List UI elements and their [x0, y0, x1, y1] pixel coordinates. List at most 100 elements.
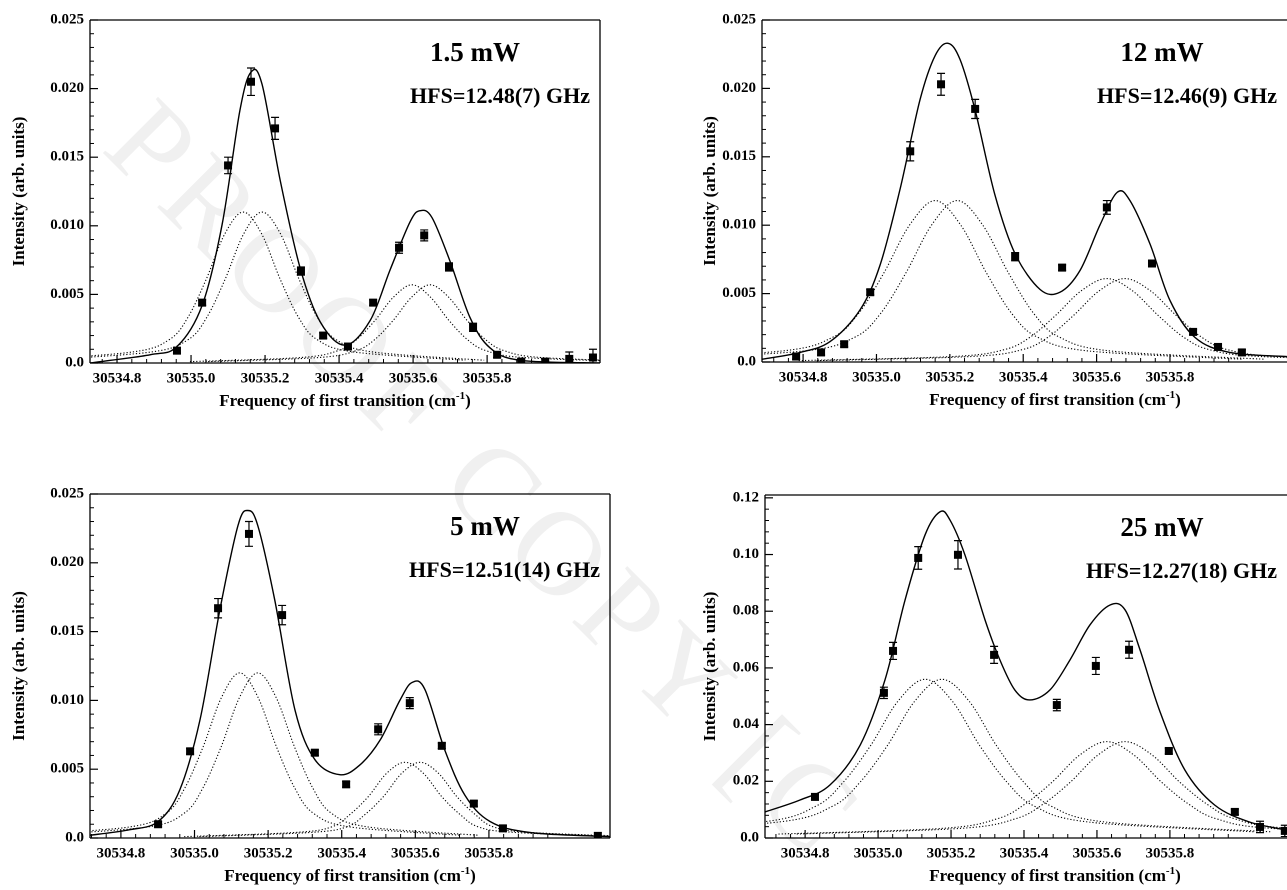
y-tick-label: 0.010 — [50, 217, 84, 233]
data-point — [1147, 259, 1156, 268]
y-tick-label: 0.020 — [722, 80, 756, 96]
data-point — [342, 780, 351, 789]
y-tick-label: 0.08 — [733, 603, 759, 619]
data-point — [278, 611, 287, 620]
x-axis-label-close: ) — [470, 866, 476, 885]
y-tick-label: 0.015 — [50, 149, 84, 165]
panel: 0.0 0.02 0.04 0.06 0.08 0.10 0.12 30534.8 30535.… — [700, 489, 1287, 885]
y-tick-label: 0.0 — [65, 829, 84, 845]
fit-curve — [90, 509, 610, 838]
x-tick-label: 30535.4 — [1000, 845, 1049, 861]
plot-area — [90, 67, 600, 363]
chart-title: 5 mW — [450, 511, 520, 541]
data-point — [1058, 263, 1067, 272]
data-point — [498, 824, 507, 833]
chart-title: 25 mW — [1120, 512, 1203, 542]
x-axis-label: Frequency of first transition (cm-1) — [224, 865, 476, 885]
x-tick-label: 30535.8 — [463, 370, 512, 386]
data-point — [1164, 746, 1173, 755]
x-tick-label: 30534.8 — [93, 370, 142, 386]
x-tick-label: 30534.8 — [781, 845, 830, 861]
x-tick-label: 30535.2 — [244, 845, 293, 861]
x-tick-label: 30535.2 — [927, 845, 976, 861]
data-point — [953, 550, 962, 559]
x-axis-label-text: Frequency of first transition (cm — [929, 866, 1166, 885]
data-point — [319, 331, 328, 340]
fit-curve — [90, 68, 600, 363]
data-point — [493, 350, 502, 359]
x-axis-label: Frequency of first transition (cm-1) — [929, 389, 1181, 409]
y-axis-label: Intensity (arb. units) — [700, 592, 719, 742]
y-tick-label: 0.025 — [722, 11, 756, 27]
data-point — [840, 340, 849, 349]
data-point — [541, 357, 550, 363]
data-point — [792, 352, 801, 361]
y-tick-label: 0.0 — [737, 353, 756, 369]
data-point — [244, 529, 253, 538]
data-point — [437, 741, 446, 750]
chart-subtitle: HFS=12.27(18) GHz — [1086, 558, 1277, 583]
y-tick-label: 0.025 — [50, 485, 84, 501]
fit-curve — [765, 510, 1287, 831]
x-axis-label-text: Frequency of first transition (cm — [219, 391, 456, 410]
data-point — [1280, 826, 1287, 835]
x-tick-label: 30535.0 — [852, 369, 901, 385]
y-tick-label: 0.020 — [50, 554, 84, 570]
x-tick-label: 30535.8 — [1146, 845, 1195, 861]
y-tick-label: 0.12 — [733, 489, 759, 505]
y-tick-label: 0.005 — [722, 285, 756, 301]
data-point — [420, 231, 429, 240]
component-curve — [208, 284, 600, 363]
data-point — [817, 348, 826, 357]
y-tick-label: 0.005 — [50, 286, 84, 302]
x-axis-label-close: ) — [1175, 866, 1181, 885]
data-point — [1189, 327, 1198, 336]
data-point — [1256, 822, 1265, 831]
y-tick-label: 0.02 — [733, 773, 759, 789]
y-tick-label: 0.015 — [722, 148, 756, 164]
x-tick-label: 30535.2 — [241, 370, 290, 386]
component-curve — [816, 277, 1287, 362]
plot-area — [765, 510, 1287, 838]
x-axis-label-sup: -1 — [1166, 389, 1175, 401]
data-point — [198, 298, 207, 307]
y-tick-label: 0.0 — [65, 354, 84, 370]
component-curve — [184, 761, 610, 838]
x-tick-label: 30535.2 — [925, 369, 974, 385]
data-point — [172, 346, 181, 355]
y-tick-label: 0.015 — [50, 623, 84, 639]
data-point — [444, 262, 453, 271]
data-point — [214, 604, 223, 613]
y-tick-label: 0.10 — [733, 546, 759, 562]
x-tick-label: 30534.8 — [97, 845, 146, 861]
data-point — [369, 298, 378, 307]
chart-title: 1.5 mW — [430, 37, 520, 67]
y-tick-label: 0.04 — [733, 716, 760, 732]
data-point — [990, 650, 999, 659]
y-tick-label: 0.020 — [50, 80, 84, 96]
data-point — [1214, 342, 1223, 351]
x-tick-label: 30535.6 — [1073, 845, 1122, 861]
x-tick-label: 30535.6 — [1072, 369, 1121, 385]
component-curve — [798, 277, 1287, 362]
y-axis-label: Intensity (arb. units) — [9, 591, 28, 741]
chart-title: 12 mW — [1120, 37, 1203, 67]
plot-area — [762, 42, 1287, 362]
x-axis-label-text: Frequency of first transition (cm — [929, 390, 1166, 409]
data-point — [1091, 661, 1100, 670]
data-point — [879, 688, 888, 697]
x-tick-label: 30535.4 — [315, 370, 364, 386]
chart-subtitle: HFS=12.51(14) GHz — [409, 557, 600, 582]
x-tick-label: 30535.0 — [170, 845, 219, 861]
y-tick-label: 0.025 — [50, 11, 84, 27]
data-point — [810, 792, 819, 801]
x-axis-label-sup: -1 — [1166, 865, 1175, 877]
data-point — [186, 747, 195, 756]
component-curve — [796, 741, 1287, 835]
x-tick-label: 30534.8 — [779, 369, 828, 385]
watermark: PROOF COPY [C — [82, 74, 892, 884]
data-point — [310, 748, 319, 757]
x-tick-label: 30535.6 — [389, 370, 438, 386]
x-axis-label-sup: -1 — [456, 390, 465, 402]
